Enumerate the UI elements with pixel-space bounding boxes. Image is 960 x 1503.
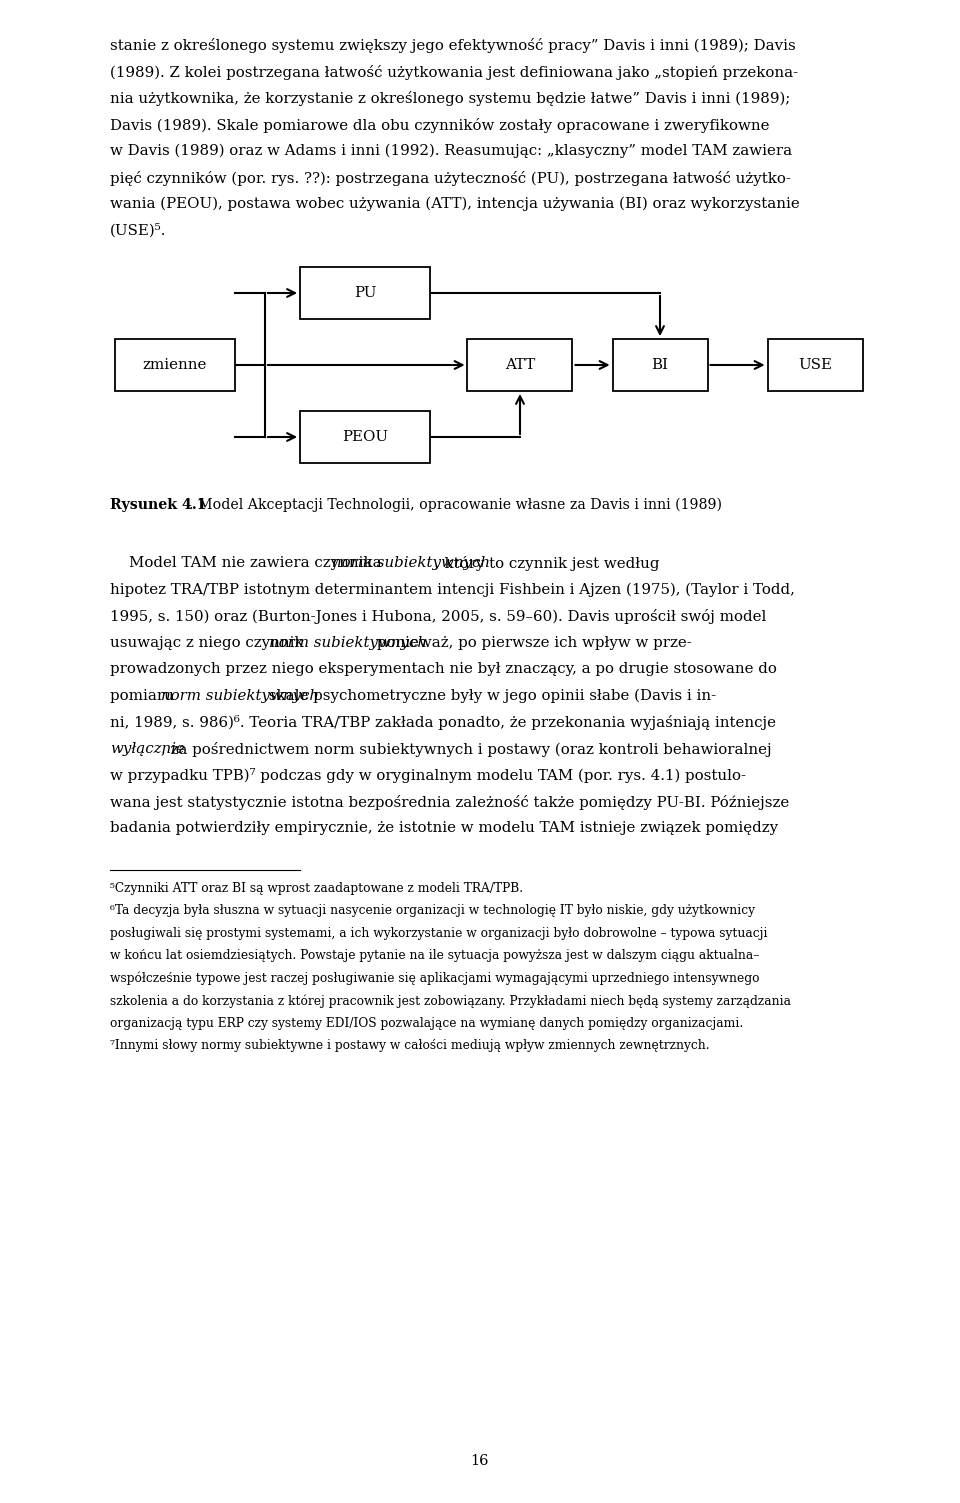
Text: norm subiektywnych: norm subiektywnych [161, 688, 319, 703]
Text: w Davis (1989) oraz w Adams i inni (1992). Reasumując: „klasyczny” model TAM zaw: w Davis (1989) oraz w Adams i inni (1992… [110, 144, 792, 158]
Text: BI: BI [652, 358, 668, 373]
Text: w końcu lat osiemdziesiątych. Powstaje pytanie na ile sytuacja powyższa jest w d: w końcu lat osiemdziesiątych. Powstaje p… [110, 950, 759, 962]
FancyBboxPatch shape [300, 410, 430, 463]
FancyBboxPatch shape [115, 340, 235, 391]
Text: ponieważ, po pierwsze ich wpływ w prze-: ponieważ, po pierwsze ich wpływ w prze- [372, 636, 691, 649]
Text: wana jest statystycznie istotna bezpośrednia zależność także pomiędzy PU-BI. Póź: wana jest statystycznie istotna bezpośre… [110, 795, 789, 810]
Text: w przypadku TPB)⁷ podczas gdy w oryginalnym modelu TAM (por. rys. 4.1) postulo-: w przypadku TPB)⁷ podczas gdy w oryginal… [110, 768, 746, 783]
Text: szkolenia a do korzystania z której pracownik jest zobowiązany. Przykładami niec: szkolenia a do korzystania z której prac… [110, 995, 791, 1009]
Text: 1995, s. 150) oraz (Burton-Jones i Hubona, 2005, s. 59–60). Davis uprościł swój : 1995, s. 150) oraz (Burton-Jones i Hubon… [110, 609, 766, 624]
Text: USE: USE [798, 358, 832, 373]
Text: Rysunek 4.1. Model Akceptacji Technologii, opracowanie własne za Davis i inni (1: Rysunek 4.1. Model Akceptacji Technologi… [110, 497, 731, 513]
Text: nia użytkownika, że korzystanie z określonego systemu będzie łatwe” Davis i inni: nia użytkownika, że korzystanie z określ… [110, 92, 790, 107]
FancyBboxPatch shape [767, 340, 862, 391]
Text: (1989). Z kolei postrzegana łatwość użytkowania jest definiowana jako „stopień p: (1989). Z kolei postrzegana łatwość użyt… [110, 65, 798, 80]
Text: Model TAM nie zawiera czynnika: Model TAM nie zawiera czynnika [110, 556, 386, 570]
Text: wania (PEOU), postawa wobec używania (ATT), intencja używania (BI) oraz wykorzys: wania (PEOU), postawa wobec używania (AT… [110, 197, 800, 212]
FancyBboxPatch shape [612, 340, 708, 391]
Text: ⁵Czynniki ATT oraz BI są wprost zaadaptowane z modeli TRA/TPB.: ⁵Czynniki ATT oraz BI są wprost zaadapto… [110, 882, 523, 894]
Text: prowadzonych przez niego eksperymentach nie był znaczący, a po drugie stosowane : prowadzonych przez niego eksperymentach … [110, 663, 777, 676]
Text: Rysunek 4.1: Rysunek 4.1 [110, 497, 206, 513]
Text: skale psychometryczne były w jego opinii słabe (Davis i in-: skale psychometryczne były w jego opinii… [264, 688, 716, 703]
Text: 16: 16 [470, 1453, 490, 1468]
Text: stanie z określonego systemu zwiększy jego efektywność pracy” Davis i inni (1989: stanie z określonego systemu zwiększy je… [110, 38, 796, 53]
Text: ni, 1989, s. 986)⁶. Teoria TRA/TBP zakłada ponadto, że przekonania wyjaśniają in: ni, 1989, s. 986)⁶. Teoria TRA/TBP zakła… [110, 715, 776, 730]
Text: . Model Akceptacji Technologii, opracowanie własne za Davis i inni (1989): . Model Akceptacji Technologii, opracowa… [189, 497, 722, 513]
Text: hipotez TRA/TBP istotnym determinantem intencji Fishbein i Ajzen (1975), (Taylor: hipotez TRA/TBP istotnym determinantem i… [110, 583, 795, 597]
Text: Davis (1989). Skale pomiarowe dla obu czynników zostały opracowane i zweryfikown: Davis (1989). Skale pomiarowe dla obu cz… [110, 117, 770, 132]
Text: (USE)⁵.: (USE)⁵. [110, 224, 166, 237]
Text: badania potwierdziły empirycznie, że istotnie w modelu TAM istnieje związek pomi: badania potwierdziły empirycznie, że ist… [110, 821, 779, 836]
Text: współcześnie typowe jest raczej posługiwanie się aplikacjami wymagającymi uprzed: współcześnie typowe jest raczej posługiw… [110, 972, 759, 986]
Text: ⁶Ta decyzja była słuszna w sytuacji nasycenie organizacji w technologię IT było : ⁶Ta decyzja była słuszna w sytuacji nasy… [110, 905, 755, 917]
Text: organizacją typu ERP czy systemy EDI/IOS pozwalające na wymianę danych pomiędzy : organizacją typu ERP czy systemy EDI/IOS… [110, 1018, 743, 1030]
Text: norm subiektywnych: norm subiektywnych [332, 556, 491, 570]
Text: usuwając z niego czynnik: usuwając z niego czynnik [110, 636, 308, 649]
FancyBboxPatch shape [468, 340, 572, 391]
Text: ATT: ATT [505, 358, 535, 373]
Text: pomiaru: pomiaru [110, 688, 179, 703]
Text: zmienne: zmienne [143, 358, 207, 373]
FancyBboxPatch shape [300, 268, 430, 319]
Text: ⁷Innymi słowy normy subiektywne i postawy w całości mediują wpływ zmiennych zewn: ⁷Innymi słowy normy subiektywne i postaw… [110, 1039, 709, 1052]
Text: pięć czynników (por. rys. ??): postrzegana użyteczność (PU), postrzegana łatwość: pięć czynników (por. rys. ??): postrzega… [110, 170, 791, 185]
Text: wyłącznie: wyłącznie [110, 742, 184, 756]
Text: posługiwali się prostymi systemami, a ich wykorzystanie w organizacji było dobro: posługiwali się prostymi systemami, a ic… [110, 927, 767, 939]
Text: , który to czynnik jest według: , który to czynnik jest według [435, 556, 660, 571]
Text: norm subiektywnych: norm subiektywnych [269, 636, 427, 649]
Text: PU: PU [353, 286, 376, 301]
Text: PEOU: PEOU [342, 430, 388, 443]
Text: , za pośrednictwem norm subiektywnych i postawy (oraz kontroli behawioralnej: , za pośrednictwem norm subiektywnych i … [161, 742, 772, 758]
